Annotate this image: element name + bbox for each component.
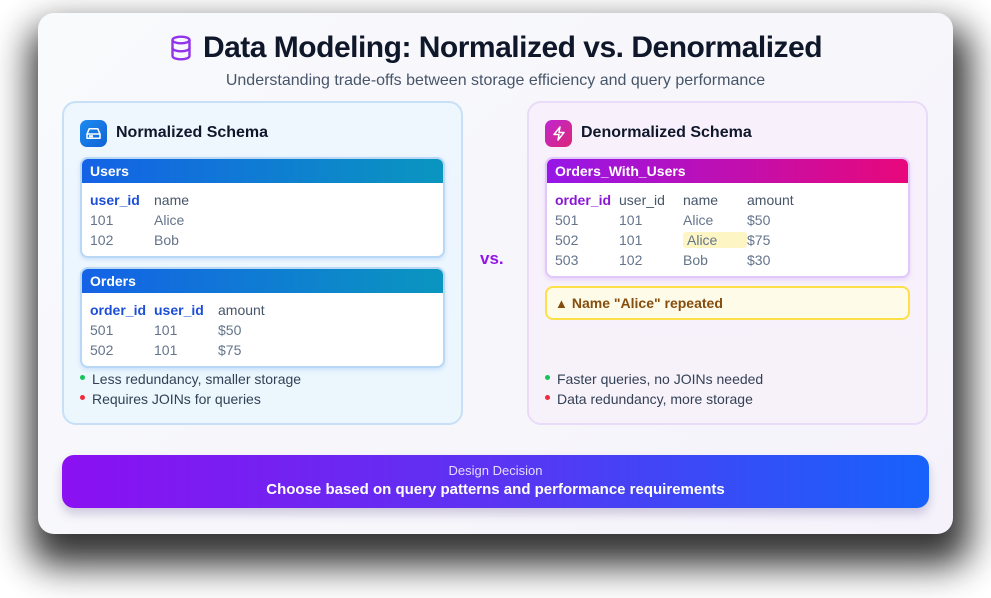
denormalized-title: Denormalized Schema [581,124,752,141]
vs-label: vs. [480,249,504,268]
cell: 102 [90,232,114,248]
pro-text: Faster queries, no JOINs needed [557,371,764,387]
decision-text: Choose based on query patterns and perfo… [266,481,725,498]
orders-with-users-table: Orders_With_Users order_id user_id name … [545,157,910,278]
pro-note: Faster queries, no JOINs needed [545,369,763,389]
cell: 101 [154,342,178,358]
users-table: Users user_id name 101 Alice 102 Bob [80,157,445,258]
page-subtitle: Understanding trade-offs between storage… [225,72,766,89]
cell: $50 [747,212,771,228]
table-header-row: user_id name [90,190,435,210]
header: Data Modeling: Normalized vs. Denormaliz… [38,31,953,90]
orders-table: Orders order_id user_id amount 501 101 $… [80,267,445,368]
design-decision-banner: Design Decision Choose based on query pa… [62,455,929,508]
cell: $75 [218,342,242,358]
table-row: 102 Bob [90,230,435,250]
table-name: Orders [82,269,443,293]
cell: 502 [90,342,114,358]
column-header: user_id [154,302,204,318]
normalized-notes: Less redundancy, smaller storage Require… [80,369,301,409]
table-row: 502 101 Alice $75 [555,230,900,250]
column-header: order_id [90,302,147,318]
red-dot-icon [80,394,85,400]
column-header: name [154,192,190,208]
column-header: name [683,192,719,208]
cell: 501 [555,212,579,228]
cell: 101 [154,322,178,338]
cell: Bob [154,232,179,248]
cell: Bob [683,252,708,268]
cell: 101 [90,212,114,228]
con-text: Data redundancy, more storage [557,391,753,407]
table-row: 501 101 $50 [90,320,435,340]
table-header-row: order_id user_id amount [90,300,435,320]
cell: Alice [154,212,185,228]
pro-text: Less redundancy, smaller storage [92,371,302,387]
column-header: user_id [90,192,140,208]
cell: Alice [683,212,714,228]
cell: $75 [747,232,771,248]
hard-drive-icon [80,119,107,147]
column-header: amount [747,192,794,208]
warning-icon: ▲ [555,295,568,311]
table-name: Users [82,159,443,183]
table-row: 501 101 Alice $50 [555,210,900,230]
table-row: 503 102 Bob $30 [555,250,900,270]
highlighted-cell: Alice [683,232,747,248]
cell: 501 [90,322,114,338]
table-name: Orders_With_Users [547,159,908,183]
page-title: Data Modeling: Normalized vs. Denormaliz… [202,31,823,64]
cell: 101 [619,212,643,228]
diagram-card: Data Modeling: Normalized vs. Denormaliz… [38,13,953,534]
pro-note: Less redundancy, smaller storage [80,369,301,389]
column-header: order_id [555,192,612,208]
cell: 102 [619,252,643,268]
red-dot-icon [545,394,550,400]
green-dot-icon [80,374,85,380]
denormalized-panel: Denormalized Schema Orders_With_Users or… [527,101,928,425]
column-header: user_id [619,192,665,208]
table-header-row: order_id user_id name amount [555,190,900,210]
table-row: 502 101 $75 [90,340,435,360]
lightning-icon [545,119,572,147]
column-header: amount [218,302,265,318]
warning-text: Name "Alice" repeated [571,295,723,311]
cell: 502 [555,232,579,248]
cell: 101 [619,232,643,248]
database-icon [169,35,193,61]
green-dot-icon [545,374,550,380]
table-row: 101 Alice [90,210,435,230]
denormalized-notes: Faster queries, no JOINs needed Data red… [545,369,763,409]
normalized-panel: Normalized Schema Users user_id name 101… [62,101,463,425]
decision-label: Design Decision [448,463,543,478]
normalized-title: Normalized Schema [116,124,269,141]
redundancy-warning: ▲ Name "Alice" repeated [545,286,910,320]
cell: $50 [218,322,242,338]
cell: 503 [555,252,579,268]
con-text: Requires JOINs for queries [92,391,261,407]
con-note: Requires JOINs for queries [80,389,301,409]
cell: $30 [747,252,771,268]
con-note: Data redundancy, more storage [545,389,763,409]
